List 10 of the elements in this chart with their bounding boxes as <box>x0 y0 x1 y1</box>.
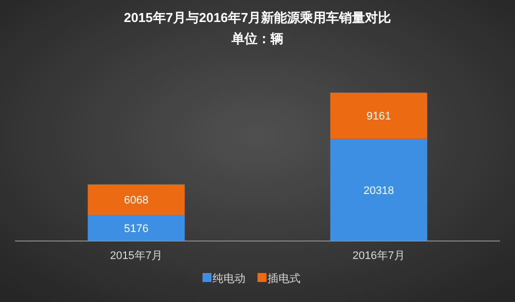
data-label: 6068 <box>124 194 148 207</box>
data-label: 9161 <box>366 110 391 123</box>
data-label: 5176 <box>124 222 148 235</box>
legend-label: 插电式 <box>268 272 300 285</box>
chart-subtitle: 单位：辆 <box>230 31 284 46</box>
chart-title: 2015年7月与2016年7月新能源乘用车销量对比 <box>124 10 392 25</box>
x-tick-label: 2016年7月 <box>352 250 406 262</box>
legend-label: 纯电动 <box>212 272 246 285</box>
x-tick-label: 2015年7月 <box>110 250 163 262</box>
data-label: 20318 <box>363 184 394 197</box>
